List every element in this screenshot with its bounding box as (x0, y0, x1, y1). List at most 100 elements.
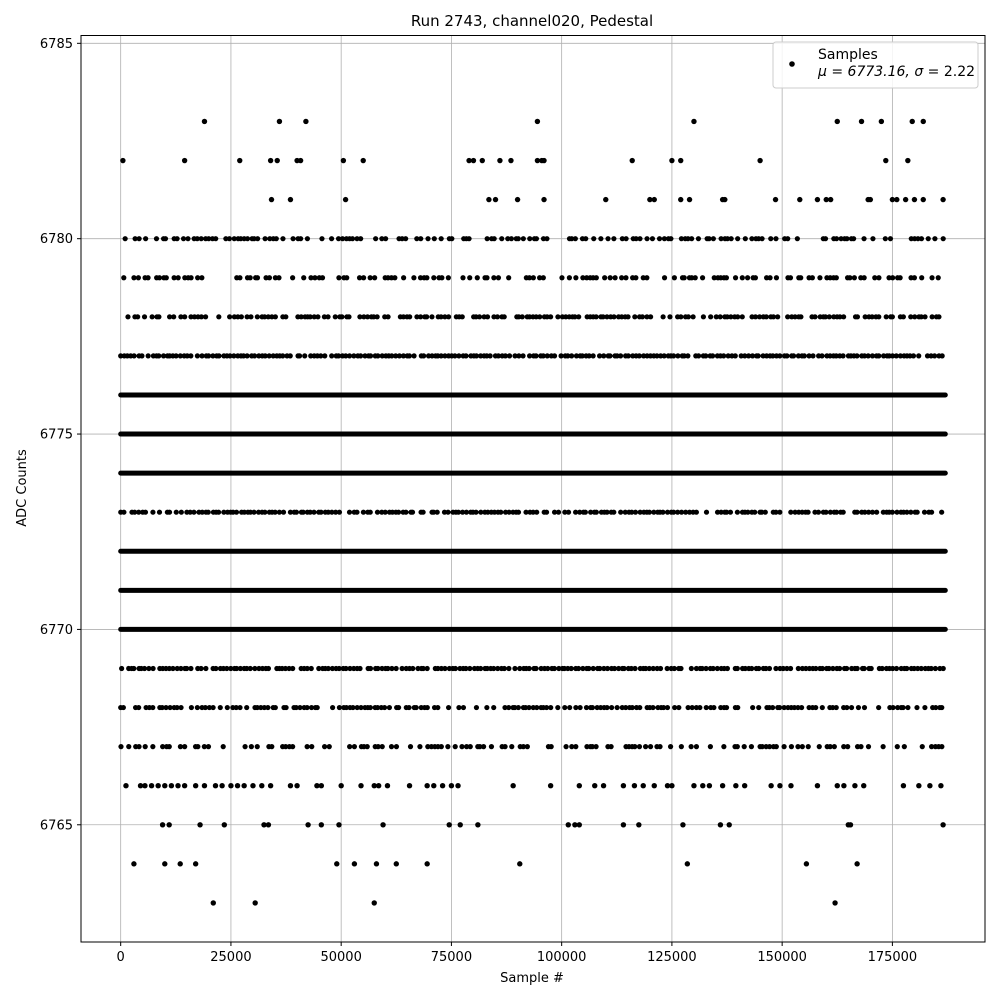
sample-point (491, 275, 497, 281)
sample-point (742, 236, 748, 242)
sample-point (373, 861, 380, 867)
sample-point (543, 704, 550, 711)
sample-point (417, 744, 423, 750)
sample-point (156, 314, 162, 320)
sample-point (217, 704, 223, 711)
sample-point (890, 665, 896, 672)
sample-point (533, 236, 540, 242)
sample-point (296, 353, 303, 359)
sample-point (396, 704, 402, 711)
sample-point (457, 822, 463, 828)
sample-point (227, 314, 233, 320)
sample-point (722, 196, 728, 203)
sample-point (756, 665, 762, 672)
sample-point (407, 744, 414, 750)
sample-point (385, 314, 391, 320)
sample-point (166, 314, 173, 320)
sample-point (844, 704, 850, 711)
sample-point (882, 236, 888, 242)
sample-point (614, 704, 620, 711)
sample-point (188, 353, 194, 359)
sample-point (237, 704, 243, 711)
sample-point (593, 509, 599, 515)
sample-point (741, 783, 748, 789)
sample-point (177, 353, 183, 359)
sample-point (678, 509, 685, 515)
sample-point (604, 665, 611, 672)
sample-point (894, 196, 900, 203)
sample-point (351, 744, 358, 750)
sample-point (911, 275, 918, 281)
sample-point (787, 275, 794, 281)
sample-point (407, 314, 413, 320)
sample-point (667, 314, 673, 320)
sample-point (932, 353, 938, 359)
sample-point (862, 509, 868, 515)
sample-point (678, 196, 684, 203)
sample-point (590, 353, 596, 359)
sample-point (261, 822, 267, 828)
sample-point (833, 704, 839, 711)
sample-point (826, 314, 832, 320)
sample-point (728, 314, 734, 320)
sample-point (452, 665, 458, 672)
sample-point (565, 353, 571, 359)
sample-point (233, 704, 239, 711)
sample-point (358, 704, 364, 711)
sample-point (238, 314, 244, 320)
sample-point (142, 744, 148, 750)
sample-point (120, 704, 126, 711)
sample-point (424, 665, 430, 672)
sample-point (831, 744, 837, 750)
sample-point (902, 196, 909, 203)
sample-point (304, 665, 310, 672)
sample-point (710, 353, 716, 359)
sample-point (308, 275, 314, 281)
sample-point (700, 783, 706, 789)
sample-point (131, 665, 137, 672)
sample-point (516, 353, 522, 359)
sample-point (750, 704, 756, 711)
sample-point (745, 509, 751, 515)
sample-point (123, 783, 129, 789)
sample-point (321, 314, 327, 320)
sample-point (192, 783, 199, 789)
sample-point (135, 314, 141, 320)
sample-point (806, 353, 812, 359)
sample-point (367, 509, 373, 515)
sample-point (374, 704, 381, 711)
sample-point (580, 665, 586, 672)
sample-point (699, 275, 706, 281)
sample-point (517, 861, 523, 867)
sample-point (170, 665, 176, 672)
sample-point (544, 353, 550, 359)
sample-point (562, 704, 568, 711)
sample-point (547, 783, 554, 789)
sample-point (572, 314, 578, 320)
sample-point (329, 353, 335, 359)
sample-point (336, 822, 342, 828)
sample-point (191, 509, 197, 515)
sample-point (940, 665, 946, 672)
sample-point (460, 275, 466, 281)
sample-point (517, 665, 523, 672)
x-tick-label: 0 (117, 950, 125, 965)
sample-point (794, 236, 800, 242)
sample-point (347, 665, 353, 672)
sample-point (502, 744, 508, 750)
sample-point (600, 314, 606, 320)
sample-point (247, 509, 254, 515)
sample-point (304, 704, 310, 711)
sample-point (274, 157, 280, 164)
sample-point (739, 275, 745, 281)
sample-point (351, 861, 358, 867)
sample-point (392, 275, 398, 281)
sample-point (681, 275, 687, 281)
sample-point (287, 783, 294, 789)
sample-point (787, 665, 794, 672)
sample-point (514, 196, 521, 203)
legend-stats-sigma: σ (914, 64, 924, 80)
sample-point (565, 509, 572, 515)
sample-point (675, 353, 681, 359)
sample-point (120, 157, 126, 164)
